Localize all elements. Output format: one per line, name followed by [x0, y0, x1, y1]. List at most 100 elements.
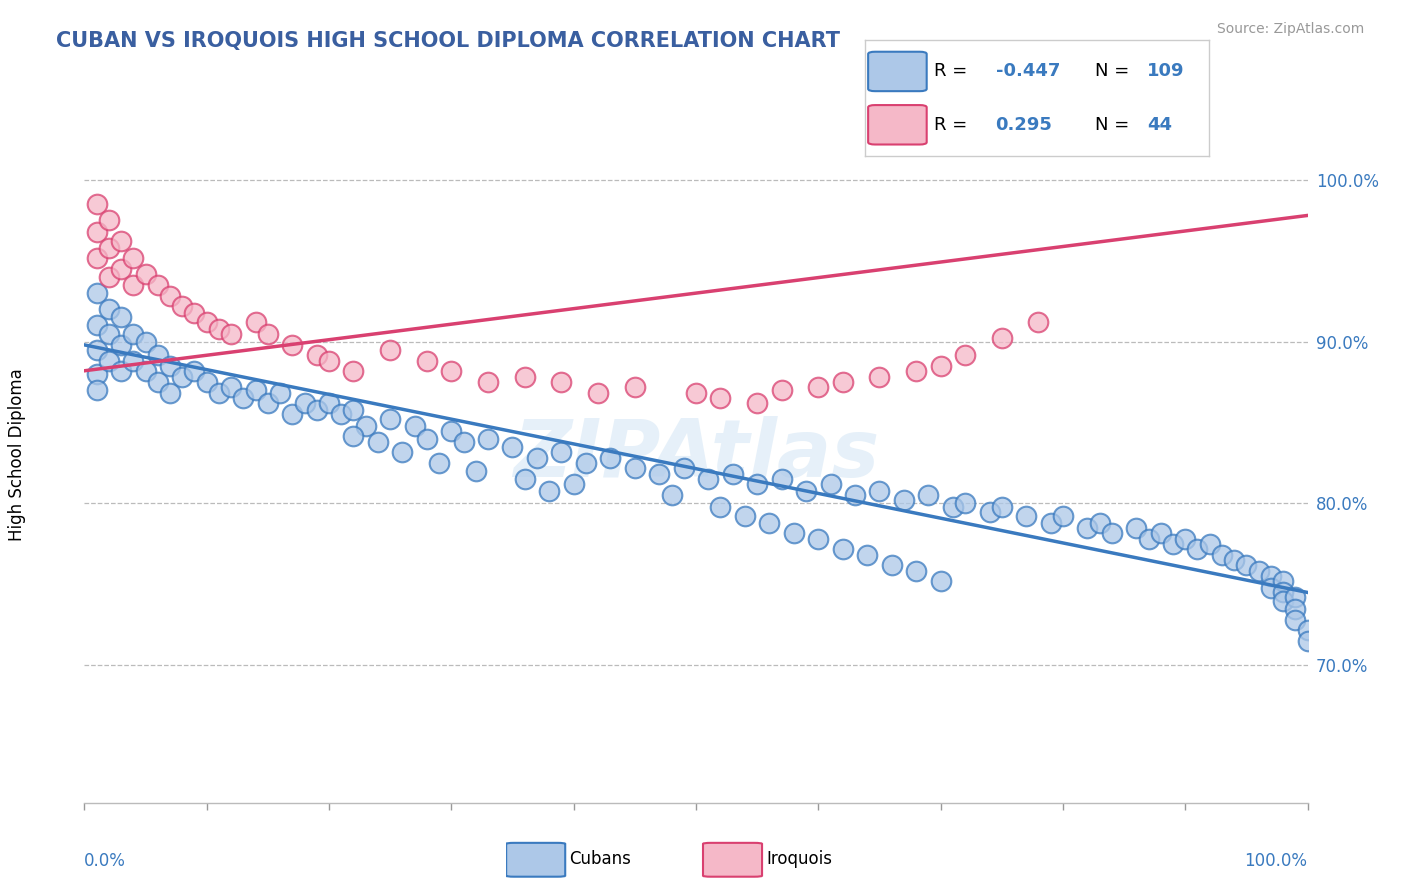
Text: N =: N = — [1095, 116, 1130, 134]
Text: Source: ZipAtlas.com: Source: ZipAtlas.com — [1216, 22, 1364, 37]
Point — [672, 461, 695, 475]
Point — [86, 286, 108, 301]
Point — [1161, 537, 1184, 551]
Point — [1272, 593, 1295, 607]
Text: ZIPAtlas: ZIPAtlas — [513, 416, 879, 494]
Point — [831, 541, 853, 556]
Point — [942, 500, 965, 514]
Text: R =: R = — [934, 62, 967, 80]
Point — [110, 310, 132, 325]
Point — [122, 278, 145, 293]
Point — [86, 367, 108, 381]
Point — [404, 418, 426, 433]
Point — [770, 383, 793, 397]
Point — [1052, 509, 1074, 524]
Point — [979, 504, 1001, 518]
Point — [159, 386, 181, 401]
Text: CUBAN VS IROQUOIS HIGH SCHOOL DIPLOMA CORRELATION CHART: CUBAN VS IROQUOIS HIGH SCHOOL DIPLOMA CO… — [56, 31, 841, 51]
Text: 100.0%: 100.0% — [1244, 852, 1308, 870]
Text: Cubans: Cubans — [569, 849, 631, 868]
Point — [599, 451, 621, 466]
Point — [440, 364, 463, 378]
Point — [526, 451, 548, 466]
Text: -0.447: -0.447 — [995, 62, 1060, 80]
Point — [305, 402, 328, 417]
Point — [1125, 521, 1147, 535]
Point — [624, 461, 647, 475]
Point — [477, 375, 499, 389]
Point — [110, 364, 132, 378]
Point — [562, 477, 585, 491]
Point — [1284, 591, 1306, 605]
Point — [464, 464, 486, 478]
Point — [550, 375, 572, 389]
Point — [195, 375, 218, 389]
Point — [172, 370, 194, 384]
Point — [86, 225, 108, 239]
Point — [97, 269, 120, 284]
FancyBboxPatch shape — [506, 843, 565, 877]
Point — [281, 338, 304, 352]
Point — [208, 322, 231, 336]
Text: 109: 109 — [1147, 62, 1185, 80]
Point — [586, 386, 609, 401]
Point — [1088, 516, 1111, 530]
Point — [219, 380, 242, 394]
Point — [1272, 585, 1295, 599]
FancyBboxPatch shape — [868, 105, 927, 145]
Point — [1284, 613, 1306, 627]
Point — [1174, 532, 1197, 546]
Point — [538, 483, 561, 498]
Point — [1272, 574, 1295, 588]
Point — [477, 432, 499, 446]
Point — [709, 500, 731, 514]
Point — [685, 386, 707, 401]
Point — [110, 235, 132, 249]
Point — [159, 289, 181, 303]
Point — [953, 348, 976, 362]
Text: 0.0%: 0.0% — [84, 852, 127, 870]
Point — [97, 326, 120, 341]
Point — [1137, 532, 1160, 546]
Point — [245, 315, 267, 329]
Point — [869, 483, 891, 498]
Point — [550, 444, 572, 458]
Point — [513, 370, 536, 384]
Point — [929, 359, 952, 373]
Point — [281, 408, 304, 422]
Point — [97, 241, 120, 255]
Point — [354, 418, 377, 433]
Point — [183, 364, 205, 378]
Point — [991, 331, 1014, 345]
Point — [294, 396, 316, 410]
Point — [905, 364, 928, 378]
Point — [342, 428, 364, 442]
Point — [1187, 541, 1209, 556]
Point — [380, 412, 402, 426]
Point — [1223, 553, 1246, 567]
Point — [122, 251, 145, 265]
Point — [953, 496, 976, 510]
Point — [86, 383, 108, 397]
Point — [807, 532, 830, 546]
Point — [1101, 525, 1123, 540]
Point — [747, 477, 769, 491]
Point — [1150, 525, 1173, 540]
Text: 44: 44 — [1147, 116, 1173, 134]
Point — [1284, 601, 1306, 615]
Point — [86, 318, 108, 333]
Point — [721, 467, 744, 482]
Point — [146, 278, 169, 293]
Point — [391, 444, 413, 458]
Point — [1211, 548, 1233, 562]
Point — [1015, 509, 1038, 524]
Point — [416, 354, 439, 368]
Point — [880, 558, 903, 572]
Point — [513, 472, 536, 486]
Point — [122, 326, 145, 341]
Text: 0.295: 0.295 — [995, 116, 1053, 134]
Point — [97, 354, 120, 368]
Point — [318, 354, 340, 368]
Point — [807, 380, 830, 394]
Point — [734, 509, 756, 524]
